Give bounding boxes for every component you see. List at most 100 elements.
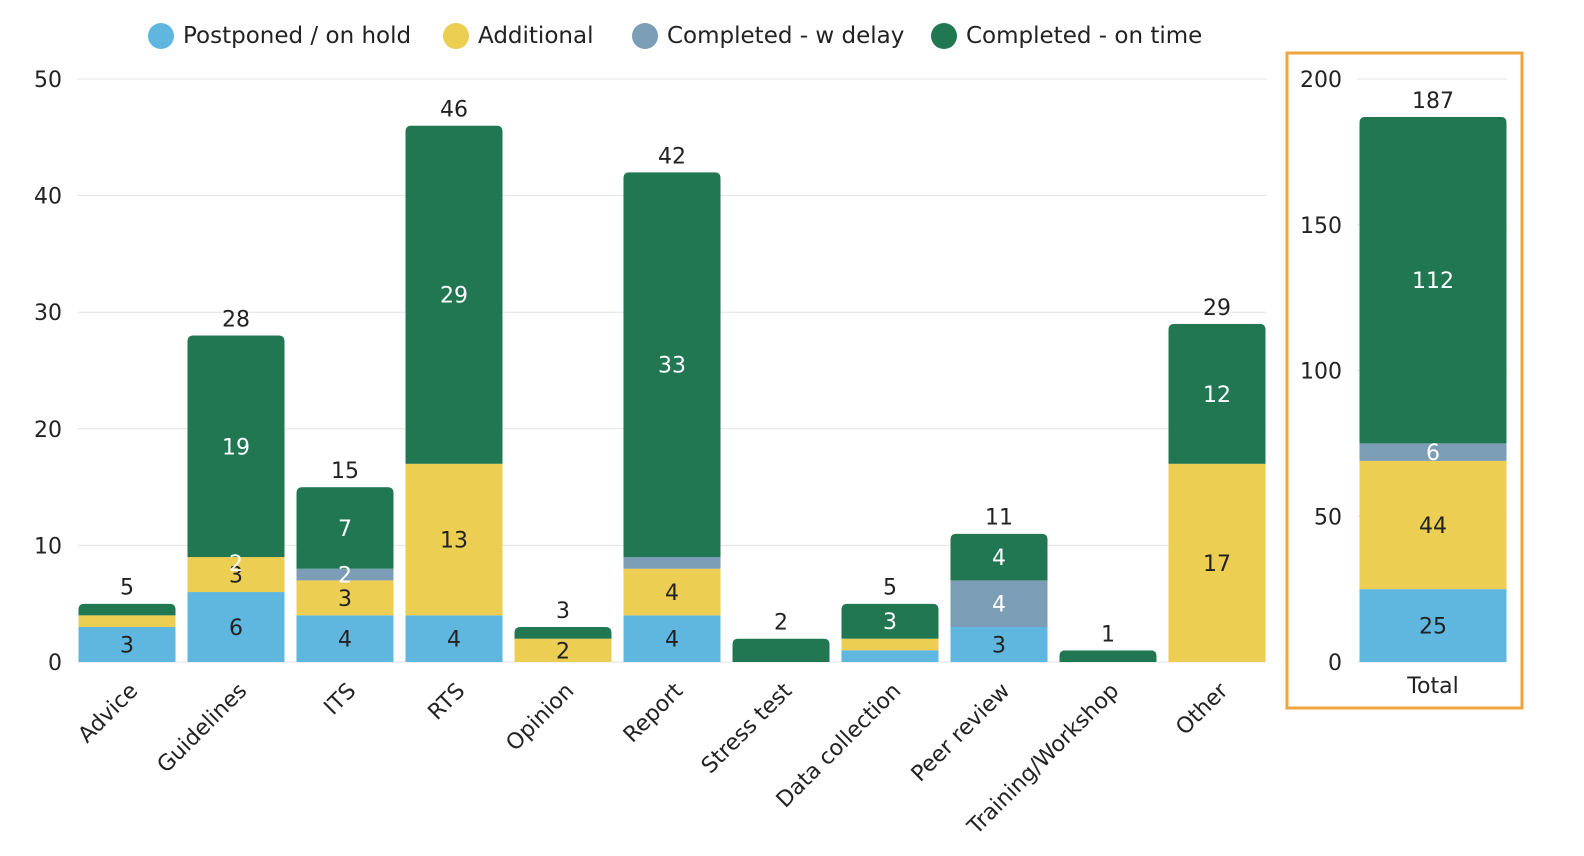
segment-label: 3 xyxy=(338,587,352,612)
bar-segment xyxy=(296,487,394,569)
bar-segment xyxy=(1059,650,1157,662)
y-tick-label: 20 xyxy=(34,418,62,443)
category-label: Opinion xyxy=(502,679,580,757)
bar-segment xyxy=(1359,460,1507,590)
segment-label: 44 xyxy=(1419,514,1447,539)
category-label: Advice xyxy=(74,679,144,749)
bar-segment xyxy=(623,615,721,662)
bar-segment xyxy=(405,615,503,662)
bar-segment xyxy=(514,638,612,662)
legend-swatch xyxy=(632,23,658,49)
total-label: 28 xyxy=(222,308,250,333)
bar-segment xyxy=(950,580,1048,628)
legend-item: Completed - on time xyxy=(931,18,1202,54)
total-label: 46 xyxy=(440,98,468,123)
y-tick-label: 40 xyxy=(34,185,62,210)
bar-segment xyxy=(296,615,394,662)
legend-swatch xyxy=(931,23,957,49)
y-tick-label: 100 xyxy=(1300,360,1342,385)
category-label: Stress test xyxy=(697,678,798,779)
bar-segment xyxy=(296,580,394,616)
y-tick-label: 0 xyxy=(1328,651,1342,676)
legend-swatch xyxy=(148,23,174,49)
y-tick-label: 30 xyxy=(34,301,62,326)
segment-label: 3 xyxy=(883,610,897,635)
bar-segment xyxy=(950,627,1048,662)
bar-segment xyxy=(1168,463,1266,662)
legend: Postponed / on hold Additional Completed -… xyxy=(0,18,1330,54)
segment-label: 29 xyxy=(440,284,468,309)
total-label: 42 xyxy=(658,144,686,169)
bar-segment xyxy=(841,638,939,651)
bar-segment xyxy=(732,638,830,662)
legend-item: Completed - w delay xyxy=(632,18,904,54)
segment-label: 4 xyxy=(447,628,461,653)
legend-label: Postponed / on hold xyxy=(183,23,412,49)
segment-label: 2 xyxy=(229,552,243,577)
total-label: 1 xyxy=(1101,622,1115,647)
bar-segment xyxy=(514,627,612,639)
total-label: 11 xyxy=(985,506,1013,531)
y-tick-label: 0 xyxy=(48,651,62,676)
total-label: 15 xyxy=(331,459,359,484)
bar-segment xyxy=(950,533,1048,581)
legend-label: Additional xyxy=(478,23,594,49)
segment-label: 19 xyxy=(222,435,250,460)
bar-segment xyxy=(1359,443,1507,461)
segment-label: 4 xyxy=(665,581,679,606)
segment-label: 33 xyxy=(658,354,686,379)
segment-label: 2 xyxy=(556,639,570,664)
category-label: Guidelines xyxy=(153,679,253,779)
bar-segment xyxy=(296,568,394,581)
segment-label: 25 xyxy=(1419,615,1447,640)
category-label: Report xyxy=(619,678,689,748)
legend-label: Completed - on time xyxy=(966,23,1203,49)
y-tick-label: 50 xyxy=(1314,505,1342,530)
segment-label: 7 xyxy=(338,517,352,542)
segment-label: 17 xyxy=(1203,552,1231,577)
bar-segment xyxy=(78,603,176,616)
bar-segment xyxy=(78,627,176,662)
segment-label: 4 xyxy=(338,628,352,653)
bar-segment xyxy=(1168,323,1266,464)
category-label: Other xyxy=(1171,678,1234,741)
segment-label: 12 xyxy=(1203,383,1231,408)
total-label: 187 xyxy=(1412,89,1454,114)
bar-segment xyxy=(623,568,721,616)
category-label: RTS xyxy=(424,679,471,726)
segment-label: 3 xyxy=(120,634,134,659)
category-label: ITS xyxy=(320,679,362,721)
bar-segment xyxy=(187,557,285,593)
total-label: 5 xyxy=(120,576,134,601)
segment-label: 3 xyxy=(992,634,1006,659)
segment-label: 6 xyxy=(229,616,243,641)
total-highlight-frame xyxy=(1285,51,1524,710)
category-label: Total xyxy=(1406,674,1458,699)
legend-item: Additional xyxy=(443,18,593,54)
segment-label: 6 xyxy=(1426,441,1440,466)
bar-segment xyxy=(405,125,503,464)
total-label: 29 xyxy=(1203,296,1231,321)
bar-segment xyxy=(841,603,939,639)
segment-label: 3 xyxy=(229,564,243,589)
bar-segment xyxy=(405,463,503,616)
bar-segment xyxy=(623,557,721,569)
legend-item: Postponed / on hold xyxy=(148,18,411,54)
segment-label: 13 xyxy=(440,529,468,554)
y-tick-label: 10 xyxy=(34,534,62,559)
bar-segment xyxy=(1359,589,1507,662)
segment-label: 4 xyxy=(992,546,1006,571)
total-label: 5 xyxy=(883,576,897,601)
legend-label: Completed - w delay xyxy=(667,23,905,49)
segment-label: 4 xyxy=(665,628,679,653)
segment-label: 112 xyxy=(1412,269,1454,294)
category-label: Peer review xyxy=(907,679,1015,787)
legend-swatch xyxy=(443,23,469,49)
bar-segment xyxy=(78,615,176,628)
total-label: 2 xyxy=(774,611,788,636)
segment-label: 4 xyxy=(992,593,1006,618)
y-tick-label: 150 xyxy=(1300,214,1342,239)
segment-label: 2 xyxy=(338,564,352,589)
